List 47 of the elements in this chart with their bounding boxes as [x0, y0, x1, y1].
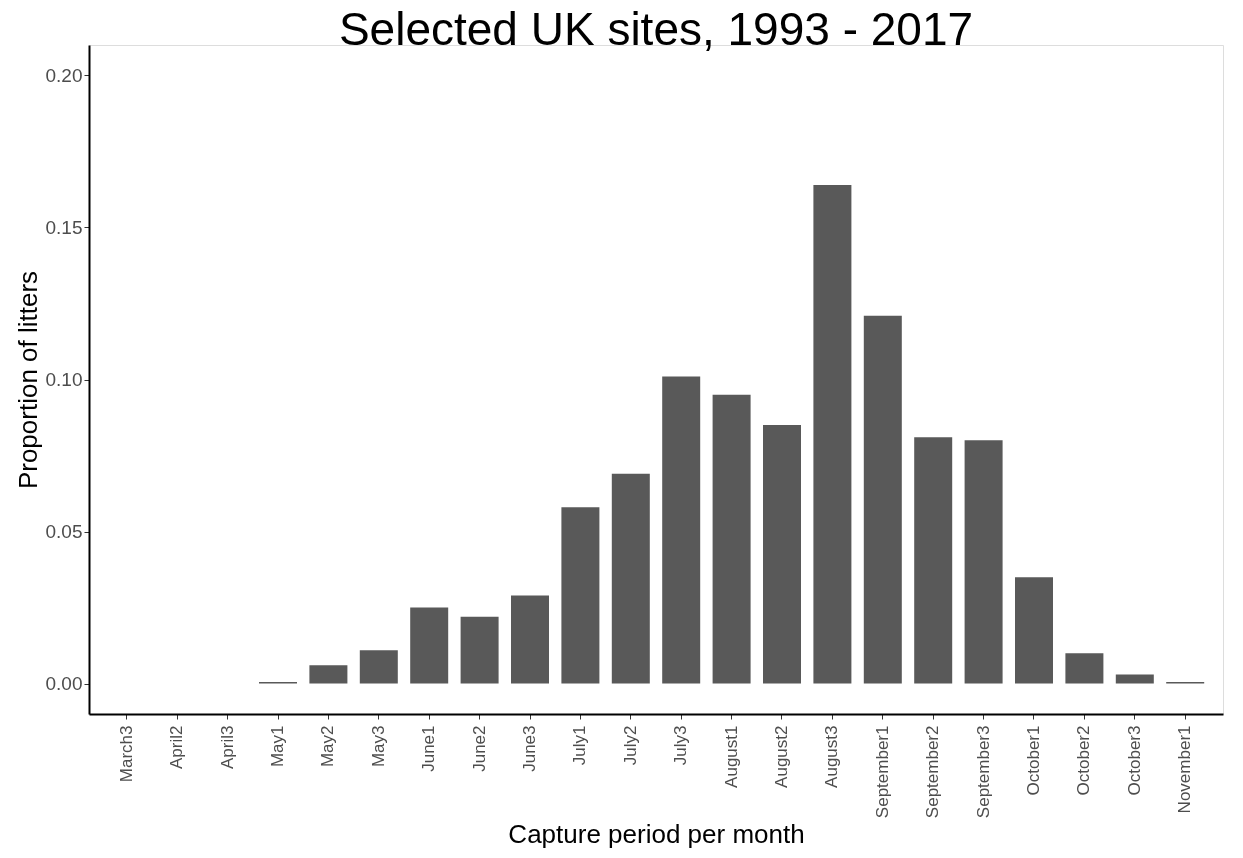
x-axis-title: Capture period per month: [508, 819, 805, 850]
bar: [1015, 577, 1053, 684]
x-tick-label: June2: [469, 725, 489, 772]
bar: [813, 184, 852, 684]
bar: [511, 595, 549, 684]
x-tick-label: August3: [822, 725, 842, 788]
bar: [763, 425, 801, 684]
x-tick-label: July3: [671, 725, 691, 766]
bar: [309, 665, 348, 684]
bar: [964, 440, 1003, 684]
bar: [561, 507, 600, 684]
bar: [1115, 674, 1154, 684]
x-tick-label: May1: [268, 725, 287, 768]
x-tick-label: October1: [1024, 725, 1043, 796]
x-tick-label: October3: [1124, 725, 1144, 796]
x-tick-label: March3: [116, 725, 136, 783]
x-tick-label: September1: [872, 725, 892, 819]
y-axis-title: Proportion of litters: [12, 270, 43, 490]
bar: [410, 607, 449, 684]
x-tick-label: August1: [721, 725, 741, 788]
y-tick-label: 0.15: [45, 216, 83, 238]
x-tick-label: November1: [1175, 725, 1195, 814]
x-tick-label: September2: [923, 725, 943, 819]
y-tick-label: 0.00: [45, 673, 83, 695]
x-tick-label: July1: [570, 725, 590, 766]
bar: [1065, 653, 1104, 684]
bar: [914, 437, 953, 684]
x-tick-label: July2: [620, 725, 640, 766]
x-tick-label: October2: [1074, 725, 1094, 796]
bar: [712, 394, 751, 684]
bar: [460, 616, 499, 684]
y-tick-label: 0.05: [45, 521, 83, 543]
bar: [863, 315, 902, 684]
bar: [662, 376, 701, 684]
x-tick-label: August2: [772, 725, 791, 788]
x-tick-label: April3: [217, 725, 237, 769]
x-tick-label: May2: [318, 725, 338, 768]
x-tick-label: June1: [419, 725, 439, 772]
chart-title: Selected UK sites, 1993 - 2017: [338, 3, 974, 55]
y-tick-label: 0.20: [45, 64, 83, 86]
x-tick-label: September3: [973, 725, 993, 819]
x-tick-label: April2: [167, 725, 187, 769]
bar: [611, 473, 650, 684]
bar: [359, 650, 398, 684]
x-tick-label: June3: [520, 725, 539, 772]
x-tick-label: May3: [368, 725, 388, 768]
y-tick-label: 0.10: [45, 369, 83, 390]
